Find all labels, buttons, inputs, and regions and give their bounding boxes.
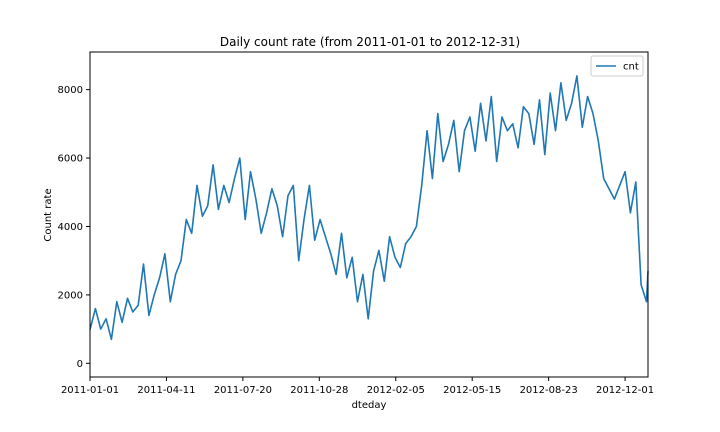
x-tick-label: 2012-12-01 [596,385,654,396]
series-line-cnt [89,75,649,341]
y-tick-label: 4000 [58,222,83,233]
x-tick-label: 2011-04-11 [137,385,195,396]
x-tick-label: 2012-05-15 [443,385,501,396]
x-axis-title: dteday [352,400,387,411]
x-tick-label: 2011-10-28 [290,385,348,396]
y-tick-label: 8000 [58,85,83,96]
x-axis: 2011-01-01 2011-04-11 2011-07-20 2011-10-28… [61,377,654,396]
plot-frame [89,51,649,378]
legend-label: cnt [623,62,639,73]
chart-title: Daily count rate (from 2011-01-01 to 201… [220,35,520,49]
y-axis: 0 2000 4000 6000 8000 [58,85,90,370]
y-axis-title: Count rate [43,188,54,241]
y-tick-label: 0 [77,359,83,370]
x-tick-label: 2011-07-20 [214,385,272,396]
plot-area [89,75,649,341]
y-tick-label: 6000 [58,154,83,165]
x-tick-label: 2011-01-01 [61,385,119,396]
legend-box [590,55,644,77]
x-tick-label: 2012-02-05 [367,385,425,396]
x-tick-label: 2012-08-23 [520,385,578,396]
legend: cnt [590,55,644,77]
y-tick-label: 2000 [58,290,83,301]
